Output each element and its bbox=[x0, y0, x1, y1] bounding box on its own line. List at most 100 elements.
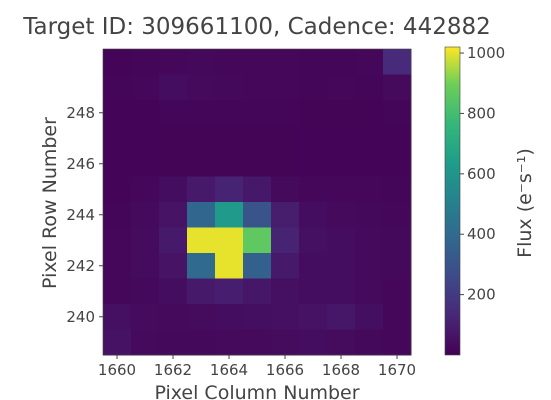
heatmap-cell bbox=[299, 329, 328, 356]
heatmap-cell bbox=[243, 49, 272, 75]
heatmap-cell bbox=[383, 49, 412, 75]
heatmap-cell bbox=[187, 74, 216, 101]
heatmap-cell bbox=[103, 100, 132, 126]
heatmap-cell bbox=[215, 100, 244, 126]
colorbar-label: Flux (e⁻s⁻¹) bbox=[514, 148, 536, 258]
heatmap-cell bbox=[383, 100, 412, 126]
heatmap-cell bbox=[215, 227, 244, 254]
heatmap-cell bbox=[355, 151, 384, 177]
x-tick-label: 1662 bbox=[154, 361, 192, 379]
heatmap-cell bbox=[215, 74, 244, 101]
heatmap-cell bbox=[131, 278, 160, 305]
heatmap-cell bbox=[271, 253, 300, 279]
heatmap-cell bbox=[271, 329, 300, 356]
y-tick-label: 240 bbox=[66, 308, 95, 326]
heatmap-cell bbox=[243, 253, 272, 279]
heatmap-cell bbox=[299, 125, 328, 152]
heatmap-cell bbox=[103, 278, 132, 305]
heatmap-cell bbox=[187, 329, 216, 356]
heatmap-cell bbox=[187, 253, 216, 279]
heatmap-cell bbox=[355, 278, 384, 305]
heatmap-cell bbox=[271, 49, 300, 75]
heatmap-cell bbox=[327, 278, 356, 305]
heatmap-cell bbox=[131, 227, 160, 254]
heatmap-cell bbox=[327, 74, 356, 101]
heatmap-cell bbox=[271, 176, 300, 203]
heatmap-cells bbox=[103, 49, 412, 356]
heatmap-cell bbox=[215, 49, 244, 75]
heatmap-cell bbox=[327, 202, 356, 228]
heatmap-cell bbox=[131, 176, 160, 203]
heatmap-cell bbox=[187, 125, 216, 152]
heatmap-cell bbox=[299, 176, 328, 203]
heatmap-cell bbox=[383, 278, 412, 305]
heatmap-cell bbox=[299, 202, 328, 228]
heatmap-cell bbox=[187, 100, 216, 126]
heatmap-cell bbox=[131, 304, 160, 330]
heatmap-cell bbox=[243, 278, 272, 305]
x-axis-ticks: 1660 1662 1664 1666 1668 1670 bbox=[98, 355, 416, 379]
colorbar-tick-label: 800 bbox=[467, 104, 496, 122]
heatmap-cell bbox=[103, 176, 132, 203]
x-tick-label: 1670 bbox=[378, 361, 416, 379]
heatmap-cell bbox=[327, 329, 356, 356]
heatmap-cell bbox=[299, 227, 328, 254]
heatmap-cell bbox=[299, 278, 328, 305]
y-tick-label: 246 bbox=[66, 155, 95, 173]
heatmap-cell bbox=[187, 151, 216, 177]
heatmap-cell bbox=[243, 202, 272, 228]
heatmap-cell bbox=[243, 74, 272, 101]
heatmap-cell bbox=[159, 227, 188, 254]
heatmap-cell bbox=[271, 227, 300, 254]
heatmap-cell bbox=[215, 304, 244, 330]
heatmap-cell bbox=[159, 100, 188, 126]
heatmap-cell bbox=[187, 49, 216, 75]
heatmap-cell bbox=[243, 329, 272, 356]
heatmap-cell bbox=[299, 253, 328, 279]
heatmap-cell bbox=[103, 304, 132, 330]
heatmap-cell bbox=[327, 227, 356, 254]
colorbar-frame bbox=[444, 46, 461, 356]
heatmap-cell bbox=[243, 176, 272, 203]
y-axis-label: Pixel Row Number bbox=[39, 117, 61, 289]
y-tick-label: 248 bbox=[66, 104, 95, 122]
heatmap-cell bbox=[215, 278, 244, 305]
heatmap-cell bbox=[383, 176, 412, 203]
y-tick-label: 242 bbox=[66, 257, 95, 275]
heatmap-cell bbox=[243, 304, 272, 330]
heatmap-cell bbox=[187, 304, 216, 330]
heatmap-cell bbox=[159, 151, 188, 177]
heatmap-cell bbox=[271, 74, 300, 101]
heatmap-cell bbox=[355, 304, 384, 330]
heatmap-cell bbox=[187, 278, 216, 305]
heatmap-cell bbox=[159, 202, 188, 228]
heatmap-cell bbox=[159, 329, 188, 356]
heatmap-cell bbox=[103, 329, 132, 356]
chart-title: Target ID: 309661100, Cadence: 442882 bbox=[22, 14, 490, 40]
heatmap-cell bbox=[383, 253, 412, 279]
heatmap-cell bbox=[131, 151, 160, 177]
heatmap-cell bbox=[327, 151, 356, 177]
heatmap-cell bbox=[187, 227, 216, 254]
heatmap-cell bbox=[187, 202, 216, 228]
heatmap-cell bbox=[103, 125, 132, 152]
heatmap-cell bbox=[243, 100, 272, 126]
heatmap-cell bbox=[103, 74, 132, 101]
heatmap-cell bbox=[327, 253, 356, 279]
heatmap-cell bbox=[131, 253, 160, 279]
heatmap-cell bbox=[103, 227, 132, 254]
heatmap-cell bbox=[383, 329, 412, 356]
colorbar-tick-label: 600 bbox=[467, 165, 496, 183]
heatmap-cell bbox=[159, 278, 188, 305]
heatmap-cell bbox=[383, 125, 412, 152]
colorbar bbox=[445, 47, 460, 355]
heatmap-cell bbox=[355, 227, 384, 254]
heatmap-cell bbox=[159, 304, 188, 330]
heatmap-cell bbox=[383, 227, 412, 254]
heatmap-cell bbox=[355, 74, 384, 101]
heatmap-cell bbox=[131, 125, 160, 152]
heatmap-cell bbox=[355, 253, 384, 279]
heatmap-cell bbox=[355, 100, 384, 126]
y-tick-label: 244 bbox=[66, 206, 95, 224]
